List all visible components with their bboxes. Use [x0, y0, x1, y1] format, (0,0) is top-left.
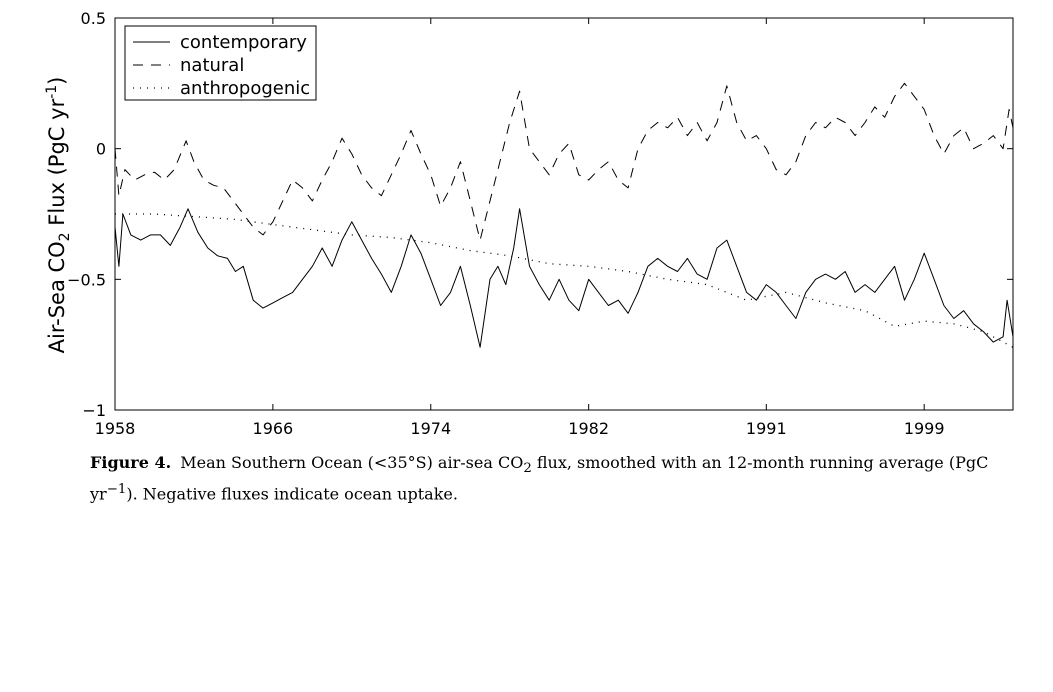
- chart: 1958 1966 1974 1982 1991 1999 0.5 0 −0.5 −1 Air-S…: [44, 9, 1014, 438]
- y-axis-label: Air-Sea CO2 Flux (PgC yr-1): [44, 77, 73, 354]
- caption-text-2: flux, smoothed with an 12-month running …: [90, 453, 989, 504]
- y-tick-label: 0: [96, 140, 106, 159]
- figure-caption: Figure 4. Mean Southern Ocean (<35°S) ai…: [90, 452, 1020, 505]
- caption-subscript: 2: [523, 461, 532, 477]
- caption-superscript: −1: [106, 482, 127, 498]
- figure-label: Figure 4.: [90, 453, 172, 472]
- legend-box: [124, 25, 317, 101]
- series-line-contemporary: [114, 208, 1014, 348]
- x-tick-label: 1958: [95, 419, 136, 438]
- series-line-natural: [114, 82, 1014, 241]
- x-tick-label: 1999: [904, 419, 945, 438]
- x-tick-label: 1974: [410, 419, 451, 438]
- caption-text-1: Mean Southern Ocean (<35°S) air-sea CO: [180, 453, 524, 472]
- y-tick-label: 0.5: [81, 9, 106, 28]
- series-line-anthropogenic: [115, 213, 1014, 348]
- x-tick-label: 1982: [568, 419, 609, 438]
- series-layer: [114, 82, 1014, 348]
- caption-text-3: ). Negative fluxes indicate ocean uptake…: [126, 484, 458, 504]
- x-tick-label: 1991: [746, 419, 787, 438]
- ticks-layer: 1958 1966 1974 1982 1991 1999 0.5 0 −0.5 −1: [67, 9, 1013, 438]
- y-tick-label: −0.5: [67, 270, 106, 289]
- legend: contemporary natural anthropogenic: [124, 25, 317, 101]
- legend-label-contemporary: contemporary: [180, 32, 307, 53]
- legend-label-anthropogenic: anthropogenic: [180, 78, 310, 99]
- x-tick-label: 1966: [253, 419, 294, 438]
- y-tick-label: −1: [82, 401, 106, 420]
- legend-label-natural: natural: [180, 55, 244, 76]
